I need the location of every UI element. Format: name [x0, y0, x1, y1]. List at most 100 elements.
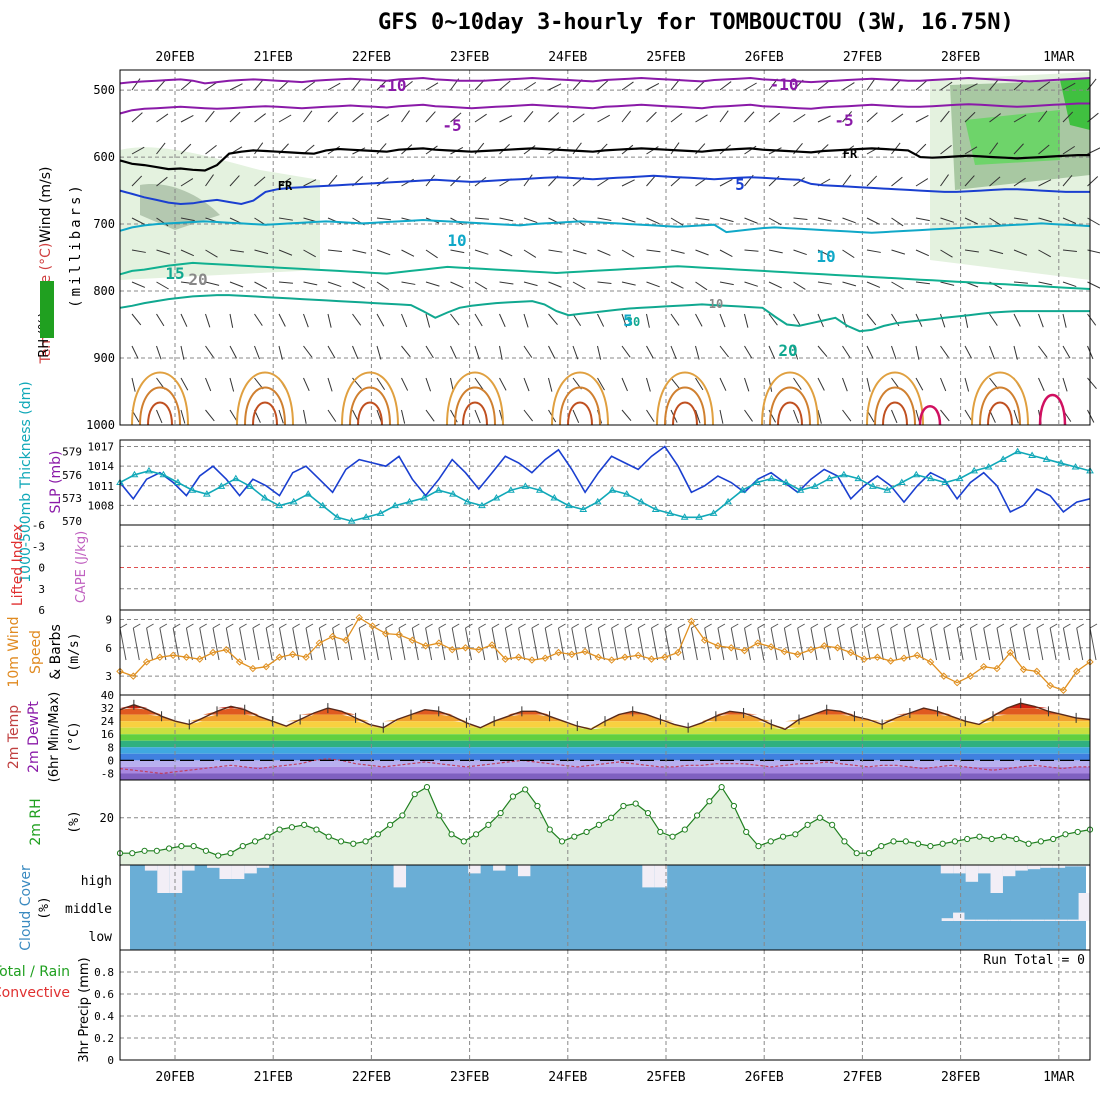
cloud-cell [219, 865, 232, 879]
wind-barb [695, 114, 708, 123]
wind-barb [172, 627, 180, 661]
wind-barb [1062, 627, 1070, 661]
rh-point [423, 783, 431, 791]
wind-barb [156, 409, 163, 424]
wind-barb [915, 377, 924, 391]
wind-barb [425, 281, 440, 287]
wind-barb [940, 313, 946, 328]
wind-barb [180, 409, 186, 424]
rh-point [681, 826, 688, 833]
panel-frame [119, 69, 1091, 426]
rh-point [448, 831, 455, 838]
wind-barb [376, 114, 390, 123]
wind-barb [401, 377, 409, 391]
wind-speed-point [421, 642, 430, 650]
rh-point [841, 838, 848, 845]
wind-barb [505, 623, 513, 629]
wind-barb [474, 281, 488, 290]
wind-barb [624, 627, 632, 661]
cloud-cell [1032, 919, 1045, 921]
pressure-tick-label: 800 [93, 284, 115, 298]
wind-barb [156, 249, 171, 255]
wind-barb [797, 623, 805, 629]
date-label-top: 1MAR [1043, 50, 1074, 65]
wind-barb [940, 249, 953, 258]
wind-barb [1062, 313, 1067, 328]
wind-barb [226, 623, 234, 629]
wind-barb [770, 627, 778, 661]
rh-point [951, 838, 959, 845]
wind-barb [744, 377, 750, 392]
boundary-layer-contour [236, 371, 294, 426]
wind-barb [451, 623, 460, 629]
boundary-layer-contour [971, 371, 1029, 426]
wind-barb [646, 111, 657, 123]
wind-barb [327, 111, 339, 123]
wind-barb [119, 627, 127, 661]
wind-barb [695, 313, 703, 327]
wind-speed-point [1073, 667, 1081, 676]
rh-shade-region [965, 110, 1060, 165]
wind-barb [1038, 281, 1053, 286]
pressure-tick-label: 600 [93, 150, 115, 164]
wind-barb [1087, 377, 1097, 390]
wind-barb [499, 80, 511, 91]
wind-barb [548, 112, 560, 123]
rh-point [730, 802, 738, 810]
wind-barb [744, 281, 758, 287]
wind-barb [544, 623, 553, 629]
wind-speed-point [754, 639, 762, 647]
wind-barb [523, 313, 529, 328]
wind-barb [719, 313, 726, 328]
rh-point [166, 845, 173, 852]
wind-barb [670, 313, 680, 326]
wind-barb [229, 249, 244, 253]
wind-barb [548, 377, 553, 392]
wind-speed-point [342, 636, 350, 644]
wind-barb [205, 174, 214, 187]
wind-speed-point [156, 653, 164, 661]
wind-barb [156, 113, 169, 123]
temperature-band [120, 773, 1090, 780]
wind-speed-point [328, 632, 337, 641]
panel-frame [119, 609, 1091, 696]
wind-barb [704, 627, 712, 661]
wind-barb [817, 217, 832, 222]
wind-speed-point [289, 650, 297, 659]
wind-speed-point [169, 651, 177, 660]
wind-barb [425, 345, 434, 359]
wind-barb [891, 79, 902, 91]
boundary-layer-contour [777, 401, 803, 426]
wind-speed-point [142, 658, 151, 666]
wind-barb [352, 345, 359, 360]
wind-barb [254, 113, 266, 123]
wind-barb [915, 249, 929, 257]
wind-barb [1087, 112, 1099, 123]
rh-point [337, 838, 345, 845]
wind-barb [664, 627, 672, 661]
wind-barb [558, 623, 566, 629]
wind-barb [229, 175, 240, 187]
rh-point [964, 835, 971, 843]
wind-barb [1062, 345, 1071, 359]
wind-barb [523, 345, 533, 358]
date-label-bottom: 20FEB [155, 1070, 194, 1085]
wind-barb [817, 249, 831, 257]
rh-point [583, 828, 590, 836]
thickness-tick-label: 576 [62, 469, 82, 482]
contour-label: 30 [626, 315, 640, 329]
wind-barb [474, 409, 481, 424]
boundary-layer-contour [987, 401, 1013, 426]
wind-barb [621, 345, 631, 358]
wind-barb [637, 623, 646, 629]
wind-barb [327, 377, 333, 392]
cloud-cell [964, 919, 976, 921]
wind-barb [376, 249, 391, 256]
wind-barb [278, 345, 283, 360]
cloud-cell [940, 865, 954, 874]
wind-barb [930, 627, 938, 661]
wind-barb [940, 144, 952, 155]
rh-point [792, 831, 799, 838]
wind-barb [989, 249, 1004, 255]
wind-barb [425, 82, 439, 91]
